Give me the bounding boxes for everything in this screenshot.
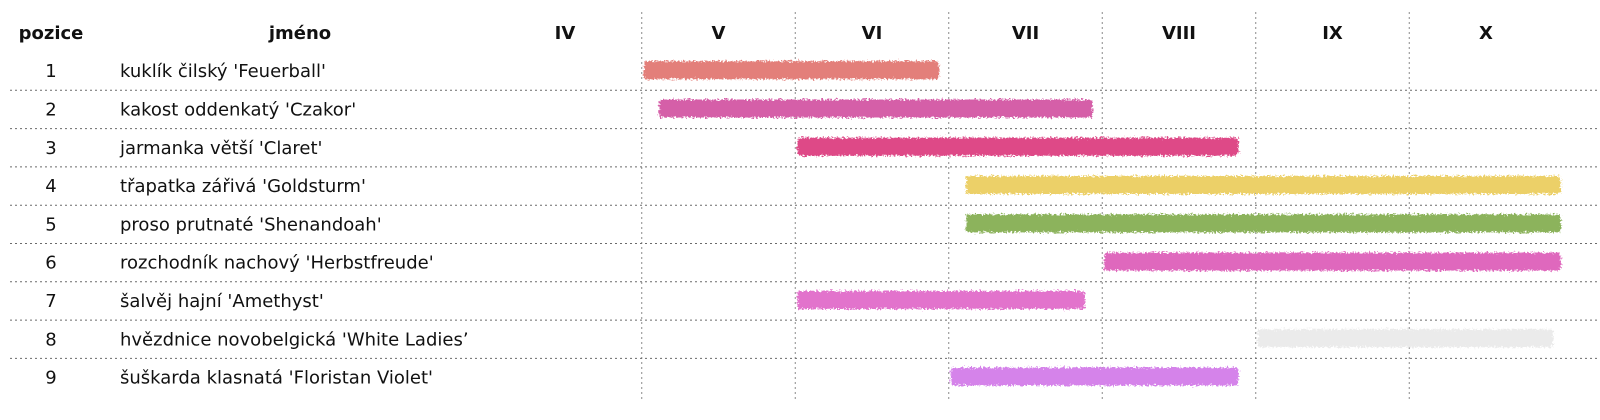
row-name: jarmanka větší 'Claret' (119, 138, 322, 159)
month-label: IV (555, 23, 576, 44)
bloom-bar (643, 61, 940, 80)
row-name: kuklík čilský 'Feuerball' (120, 61, 326, 82)
bloom-bar (1104, 252, 1561, 271)
table-row: 3 jarmanka větší 'Claret' (45, 138, 322, 159)
row-name: třapatka zářivá 'Goldsturm' (120, 176, 366, 197)
row-position: 3 (45, 138, 56, 159)
row-position: 4 (45, 176, 56, 197)
table-row: 8 hvězdnice novobelgická 'White Ladies’ (45, 329, 468, 350)
month-labels: IV V VI VII VIII IX X (555, 23, 1493, 44)
row-position: 1 (45, 61, 56, 82)
header-position: pozice (19, 23, 84, 44)
bloom-bar (797, 290, 1085, 309)
row-name: rozchodník nachový 'Herbstfreude' (120, 253, 434, 274)
table-row: 6 rozchodník nachový 'Herbstfreude' (45, 253, 433, 274)
header-name: jméno (268, 23, 331, 44)
row-name: kakost oddenkatý 'Czakor' (120, 99, 356, 120)
bloom-bar (966, 176, 1561, 195)
grid-lines (10, 12, 1600, 400)
month-label: VI (862, 23, 883, 44)
row-name: šuškarda klasnatá 'Floristan Violet' (120, 368, 433, 389)
bloom-bar (659, 99, 1093, 118)
bloom-bar (797, 137, 1239, 156)
row-position: 6 (45, 253, 56, 274)
month-label: V (712, 23, 726, 44)
bloom-bar (966, 214, 1561, 233)
row-name: hvězdnice novobelgická 'White Ladies’ (120, 329, 469, 350)
row-position: 2 (45, 99, 56, 120)
bloom-bars (643, 61, 1561, 386)
row-position: 5 (45, 214, 56, 235)
table-row: 4 třapatka zářivá 'Goldsturm' (45, 176, 366, 197)
table-row: 2 kakost oddenkatý 'Czakor' (45, 99, 356, 120)
bloom-bar (1257, 329, 1554, 348)
table-row: 5 proso prutnaté 'Shenandoah' (45, 214, 381, 235)
month-label: VIII (1162, 23, 1196, 44)
month-label: VII (1012, 23, 1039, 44)
row-position: 9 (45, 368, 56, 389)
month-label: X (1479, 23, 1493, 44)
row-position: 7 (45, 291, 56, 312)
header-row: pozice jméno (19, 23, 332, 44)
row-position: 8 (45, 329, 56, 350)
table-rows: 1 kuklík čilský 'Feuerball' 2 kakost oddenk… (45, 61, 468, 388)
row-name: šalvěj hajní 'Amethyst' (120, 291, 324, 312)
table-row: 7 šalvěj hajní 'Amethyst' (45, 291, 324, 312)
month-label: IX (1322, 23, 1343, 44)
table-row: 1 kuklík čilský 'Feuerball' (45, 61, 326, 82)
row-name: proso prutnaté 'Shenandoah' (120, 214, 382, 235)
table-row: 9 šuškarda klasnatá 'Floristan Violet' (45, 368, 433, 389)
bloom-bar (950, 367, 1239, 386)
